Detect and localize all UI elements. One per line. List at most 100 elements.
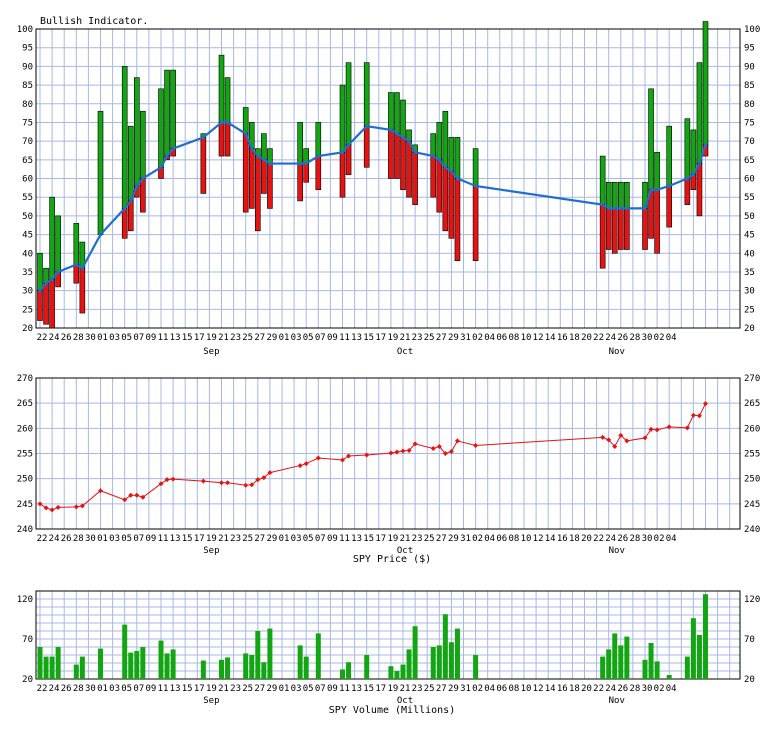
bearish-bar [696,163,703,217]
y-tick-label-left: 265 [17,399,33,409]
y-tick-label-right: 70 [744,635,755,645]
x-tick-label: 10 [521,333,532,343]
x-tick-label: 09 [327,684,338,694]
volume-bar [364,655,370,679]
x-tick-label: 09 [145,684,156,694]
y-tick-label-left: 25 [22,305,33,315]
bullish-bar [49,196,55,280]
x-tick-label: 24 [49,684,60,694]
x-tick-label: 03 [291,333,302,343]
volume-bar [690,618,696,679]
bullish-bar [442,110,449,168]
x-tick-label: 25 [424,684,435,694]
indicator-point [613,206,617,210]
bearish-bar [255,155,261,232]
indicator-point [50,277,54,281]
x-tick-label: 17 [194,534,205,544]
volume-bar [606,649,612,679]
volume-bar [394,671,400,679]
bearish-bar [436,159,443,213]
price-point [346,453,352,459]
bullish-bar [702,21,709,146]
chart-title: Bullish Indicator. [40,16,148,27]
volume-bar [79,656,85,679]
price-point [690,412,696,418]
x-tick-label: 03 [291,534,302,544]
x-tick-label: 23 [230,534,241,544]
volume-bar [122,624,128,679]
x-tick-label: 23 [230,684,241,694]
price-point [261,475,267,481]
y-tick-label-left: 240 [17,525,33,535]
bearish-bar [49,279,55,329]
price-point [666,424,672,430]
bearish-bar [684,178,691,205]
price-point [158,481,164,487]
y-tick-label-right: 55 [744,193,755,203]
volume-bar [436,645,442,679]
volume-bar [448,642,454,679]
indicator-point [250,147,254,151]
price-point [400,448,406,454]
bullish-bar [242,107,249,134]
volume-bar [406,649,412,679]
indicator-point [135,184,139,188]
x-tick-label: 03 [109,333,120,343]
x-tick-label: 02 [472,684,483,694]
x-tick-label: 04 [666,684,677,694]
x-tick-label: 07 [133,333,144,343]
x-tick-label: 23 [412,534,423,544]
volume-bar [49,656,55,679]
indicator-point [655,188,659,192]
indicator-point [649,188,653,192]
x-tick-label: 29 [266,684,277,694]
x-tick-label: 16 [557,534,568,544]
indicator-point [244,132,248,136]
volume-bar [43,656,49,679]
indicator-point [413,150,417,154]
indicator-point [704,143,707,147]
price-point [303,461,309,467]
volume-bar [388,666,394,679]
price-point [200,478,206,484]
volume-bar [442,614,448,679]
bullish-bar [134,77,140,187]
bearish-bar [442,166,449,232]
y-tick-label-left: 20 [22,324,33,334]
price-point [249,482,255,488]
bearish-bar [345,144,352,176]
bullish-bar [121,66,128,209]
price-point [654,427,660,433]
indicator-point [80,266,84,270]
x-tick-label: 14 [545,534,556,544]
x-tick-label: 29 [448,333,459,343]
indicator-point [159,165,163,169]
volume-bar [648,643,654,679]
indicator-point [123,206,127,210]
x-tick-label: 05 [303,333,314,343]
price-point [122,497,128,503]
volume-bar [134,651,140,679]
price-point [600,434,606,440]
bullish-bar [605,181,612,209]
x-tick-label: 28 [73,534,84,544]
x-tick-label: 25 [242,684,253,694]
price-point [37,501,43,507]
y-tick-label-left: 250 [17,475,33,485]
bullish-bar [261,133,267,161]
y-tick-label-left: 20 [22,675,33,685]
volume-bar [140,647,146,679]
y-tick-label-right: 100 [744,25,760,35]
indicator-point [607,206,611,210]
y-tick-label-right: 60 [744,175,755,185]
y-tick-label-right: 265 [744,399,760,409]
indicator-point [625,206,629,210]
price-point [648,426,654,432]
bearish-bar [599,204,606,269]
x-tick-label: 09 [327,333,338,343]
x-tick-label: 01 [279,684,290,694]
x-tick-label: 11 [158,534,169,544]
x-tick-label: 13 [170,534,181,544]
x-tick-label: 22 [593,534,604,544]
x-tick-label: 26 [61,534,72,544]
